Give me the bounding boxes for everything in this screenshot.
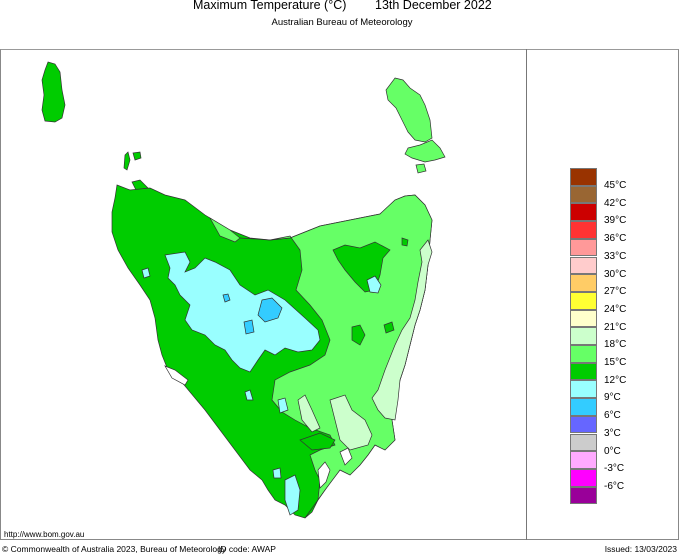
legend-swatch	[570, 256, 597, 275]
legend-swatch	[570, 362, 597, 381]
id-code: ID code: AWAP	[218, 544, 276, 554]
legend-label: 33°C	[604, 250, 627, 262]
legend-swatch	[570, 468, 597, 487]
king-island	[41, 61, 66, 123]
cape-barren-island	[404, 139, 446, 163]
legend-swatch	[570, 309, 597, 328]
legend-label: 39°C	[604, 215, 627, 227]
legend-label: 18°C	[604, 339, 627, 351]
legend-label: 3°C	[604, 427, 621, 439]
legend-swatch	[570, 203, 597, 222]
legend-swatch	[570, 221, 597, 239]
legend-label: 15°C	[604, 357, 627, 368]
legend-swatch	[570, 486, 597, 505]
legend-label: 30°C	[604, 268, 627, 280]
legend-label: -3°C	[604, 463, 625, 475]
band-15-18	[239, 194, 433, 519]
legend-label: 12°C	[604, 374, 627, 386]
legend-swatch	[570, 451, 597, 469]
legend-label: -6°C	[604, 480, 625, 492]
legend-label: 24°C	[604, 303, 627, 315]
legend-swatch	[570, 398, 597, 416]
flinders-island	[385, 77, 433, 143]
legend-swatch	[570, 274, 597, 292]
legend-label: 42°C	[604, 197, 627, 209]
legend-swatch	[570, 168, 597, 186]
legend-swatch	[570, 380, 597, 399]
tasmania-temperature-map	[41, 61, 446, 519]
legend-swatch	[570, 238, 597, 257]
map-title: Maximum Temperature (°C) 13th December 2…	[0, 0, 680, 16]
legend-label: 9°C	[604, 392, 621, 404]
legend-label: 21°C	[604, 321, 627, 333]
title-text: Maximum Temperature (°C)	[193, 0, 347, 12]
band-9-12	[164, 251, 321, 373]
copyright-text: © Commonwealth of Australia 2023, Bureau…	[2, 544, 227, 554]
legend-swatch	[570, 415, 597, 434]
subtitle: Australian Bureau of Meteorology	[271, 17, 413, 28]
legend-label: 6°C	[604, 410, 621, 422]
legend-swatch	[570, 433, 597, 452]
band-6-9	[257, 297, 283, 323]
legend-swatch	[570, 291, 597, 310]
band-18-21	[371, 239, 433, 421]
issued-date: Issued: 13/03/2023	[604, 544, 677, 554]
map-frame	[0, 49, 679, 540]
title-date: 13th December 2022	[375, 0, 492, 12]
legend-divider	[526, 49, 527, 540]
legend-label: 45°C	[604, 180, 627, 191]
legend-label: 36°C	[604, 233, 627, 245]
legend-swatch	[570, 345, 597, 363]
bom-url-link[interactable]: http://www.bom.gov.au	[4, 530, 85, 539]
legend-swatch	[570, 327, 597, 345]
legend-label: 27°C	[604, 286, 627, 298]
legend-label: 0°C	[604, 445, 621, 457]
legend-swatch	[570, 185, 597, 204]
